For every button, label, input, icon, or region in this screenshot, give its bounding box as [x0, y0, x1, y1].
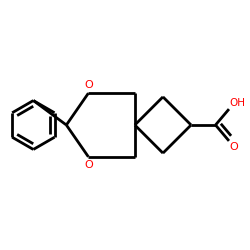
Text: O: O [84, 80, 93, 90]
Text: OH: OH [230, 98, 246, 108]
Text: O: O [230, 142, 238, 152]
Text: O: O [84, 160, 93, 170]
